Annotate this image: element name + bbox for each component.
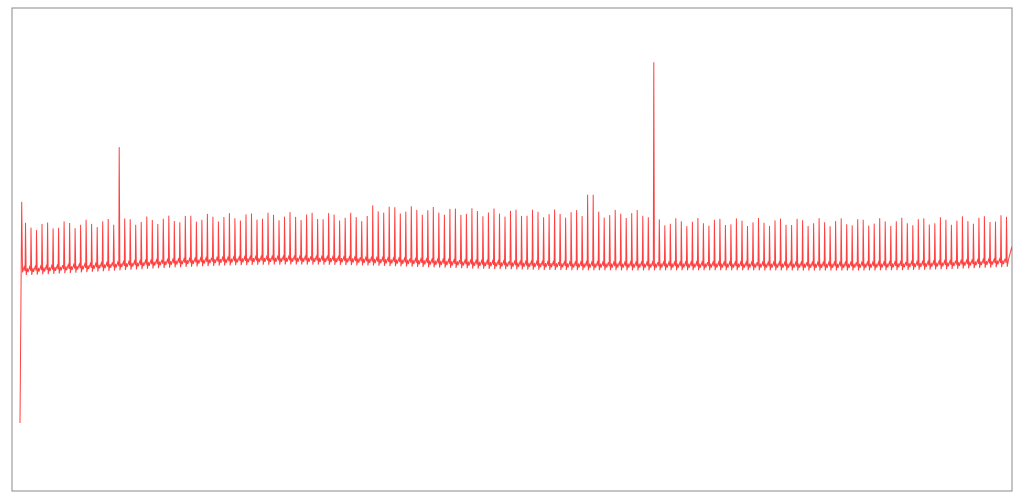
plot-frame: [11, 7, 1013, 492]
signal-series-line: [19, 62, 1013, 424]
